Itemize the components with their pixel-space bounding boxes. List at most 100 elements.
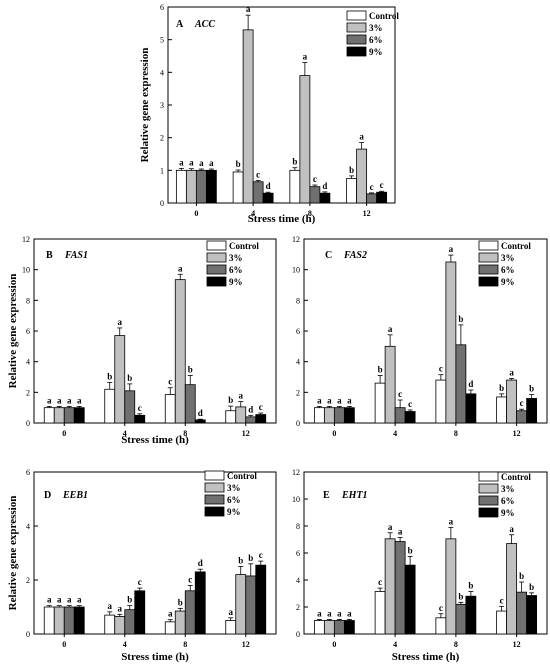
panel-d-legend-label: Control — [227, 471, 257, 481]
panel-d-bar — [174, 610, 186, 635]
panel-a-significance-label: b — [349, 165, 354, 175]
panel-a-bar — [366, 193, 378, 204]
panel-b-bar — [43, 407, 55, 424]
panel-c-legend-label: 9% — [501, 277, 515, 287]
panel-d-legend-swatch — [204, 494, 225, 505]
panel-d-ytick-label: 2 — [26, 576, 30, 585]
panel-e-significance-label: a — [449, 516, 454, 526]
panel-b-significance-label: b — [107, 371, 112, 381]
panel-b-bar — [184, 384, 196, 424]
panel-b-significance-label: c — [259, 402, 263, 412]
panel-b-significance-label: c — [168, 377, 172, 387]
panel-a-bar — [195, 169, 207, 204]
panel-b-legend-swatch — [206, 252, 227, 263]
panel-d-bar — [245, 575, 257, 635]
panel-e-bar — [343, 620, 355, 635]
panel-b-ytick-label: 2 — [26, 388, 30, 397]
panel-a-significance-label: c — [256, 169, 260, 179]
panel-a-legend-label: 9% — [369, 47, 383, 57]
panel-b-significance-label: a — [239, 391, 244, 401]
panel-e-bar — [435, 617, 447, 635]
panel-e-significance-label: a — [347, 608, 352, 618]
panel-d-xlabel: Stress time (h) — [121, 651, 189, 663]
panel-b-significance-label: a — [77, 395, 82, 405]
panel-c-legend-swatch — [478, 252, 499, 263]
panel-c-bar — [374, 382, 386, 424]
panel-a-ytick-label: 1 — [160, 166, 164, 175]
panel-d-bar — [184, 590, 196, 635]
panel-a-category-label: 12 — [363, 209, 371, 218]
panel-e-ytick-label: 6 — [296, 549, 300, 558]
panel-e-significance-label: b — [468, 580, 473, 590]
panel-c-significance-label: a — [509, 368, 514, 378]
panel-c-legend-swatch — [478, 264, 499, 275]
panel-a-ytick-label: 6 — [160, 3, 164, 12]
panel-c-significance-label: d — [468, 379, 473, 389]
panel-e-bar — [516, 591, 528, 635]
panel-b-xlabel: Stress time (h) — [121, 434, 189, 446]
panel-c-ytick-label: 10 — [292, 266, 300, 275]
panel-a-legend-swatch — [346, 46, 367, 57]
panel-a-bar — [185, 169, 197, 204]
panel-c-bar — [323, 407, 335, 424]
panel-a-bar — [346, 178, 358, 204]
panel-a-bar — [319, 192, 331, 204]
panel-a-significance-label: a — [209, 158, 214, 168]
panel-b-legend-label: 9% — [229, 277, 243, 287]
panel-d-legend-label: 6% — [227, 495, 241, 505]
panel-d-significance-label: b — [238, 556, 243, 566]
panel-b-bar — [235, 406, 247, 424]
panel-e-category-label: 0 — [332, 640, 336, 649]
panel-e-bar — [465, 595, 477, 635]
panel-b-significance-label: b — [228, 395, 233, 405]
panel-a-gene-name: ACC — [194, 19, 215, 30]
panel-b-significance-label: a — [57, 395, 62, 405]
panel-e-ytick-label: 12 — [292, 468, 300, 477]
panel-c-ytick-label: 2 — [296, 388, 300, 397]
panel-c-letter: C — [325, 250, 332, 261]
panel-a-significance-label: b — [292, 157, 297, 167]
panel-a-significance-label: a — [303, 52, 308, 62]
panel-a-bar — [299, 75, 311, 204]
panel-c-significance-label: b — [499, 383, 504, 393]
panel-a-bar — [262, 192, 274, 204]
panel-b-category-label: 12 — [242, 429, 250, 438]
panel-b-bar — [53, 407, 65, 424]
panel-b-bar — [134, 414, 146, 424]
panel-b-significance-label: a — [178, 263, 183, 273]
panel-e-letter: E — [323, 490, 330, 501]
panel-d-significance-label: c — [138, 577, 142, 587]
panel-d-significance-label: a — [77, 595, 82, 605]
panel-b-category-label: 4 — [123, 429, 127, 438]
panel-d-bar — [63, 606, 75, 635]
panel-c-bar — [343, 407, 355, 424]
panel-b-significance-label: c — [138, 403, 142, 413]
panel-b-legend-swatch — [206, 240, 227, 251]
panel-d-frame — [33, 471, 277, 635]
panel-b-gene-name: FAS1 — [64, 250, 88, 261]
panel-e-significance-label: c — [500, 595, 504, 605]
panel-e-ytick-label: 0 — [296, 630, 300, 639]
panel-d-letter: D — [44, 490, 51, 501]
panel-e-ytick-label: 10 — [292, 495, 300, 504]
panel-d-ylabel: Relative gene expression — [7, 496, 19, 611]
panel-c-ytick-label: 6 — [296, 327, 300, 336]
panel-a-ytick-label: 2 — [160, 134, 164, 143]
panel-b-bar — [124, 390, 136, 424]
panel-b-ytick-label: 8 — [26, 296, 30, 305]
panel-c-category-label: 12 — [513, 429, 521, 438]
panel-a-category-label: 8 — [308, 209, 312, 218]
panel-c-category-label: 8 — [454, 429, 458, 438]
panel-c-legend-swatch — [478, 276, 499, 287]
panel-c-significance-label: c — [439, 364, 443, 374]
panel-c-significance-label: a — [449, 244, 454, 254]
panel-d-bar — [255, 564, 267, 635]
panel-d-significance-label: a — [118, 603, 123, 613]
panel-e-significance-label: a — [327, 608, 332, 618]
panel-b-significance-label: d — [248, 404, 253, 414]
panel-a-ytick-label: 5 — [160, 36, 164, 45]
panel-c-legend-label: Control — [501, 241, 531, 251]
panel-e-category-label: 4 — [393, 640, 397, 649]
panel-e-ytick-label: 2 — [296, 603, 300, 612]
panel-a-legend-swatch — [346, 10, 367, 21]
